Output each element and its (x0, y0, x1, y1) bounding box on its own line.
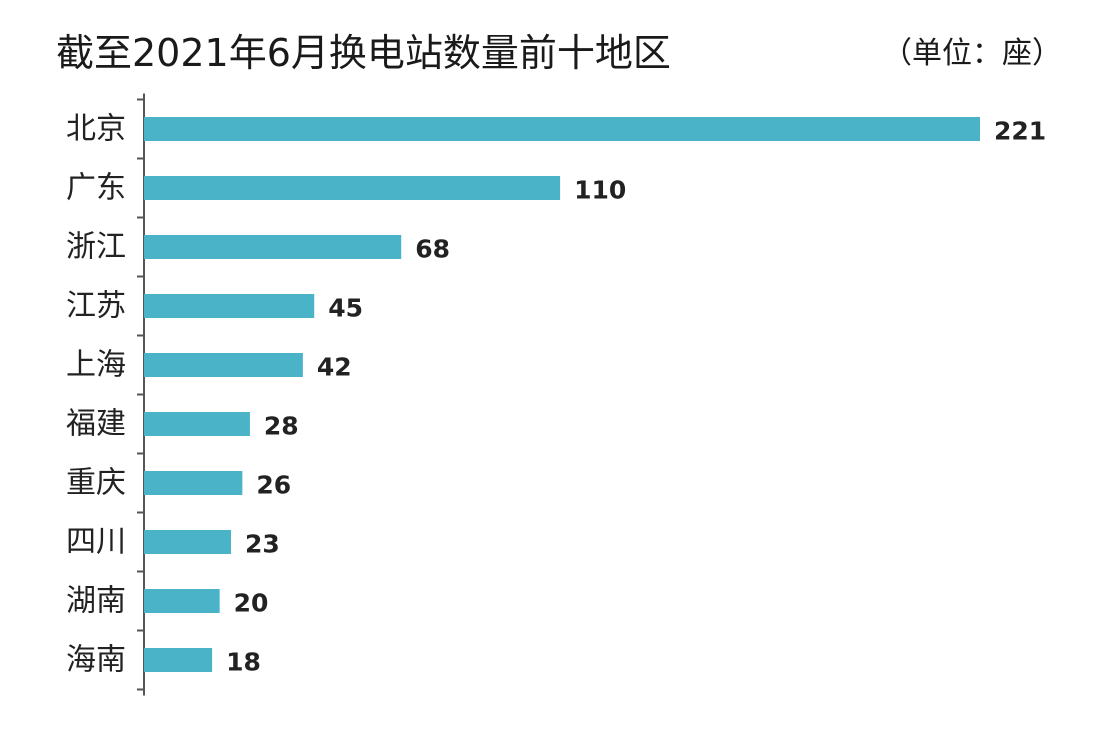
bar-5 (144, 412, 250, 436)
bar-1 (144, 176, 561, 200)
category-label: 福建 (66, 407, 126, 442)
bar-7 (144, 530, 232, 554)
bar-9 (144, 648, 213, 672)
category-label: 江苏 (66, 289, 126, 324)
value-label: 42 (317, 353, 352, 382)
value-label: 68 (415, 235, 450, 264)
bars (144, 117, 980, 672)
value-label: 110 (574, 176, 626, 205)
y-axis (137, 93, 145, 696)
value-label: 221 (994, 117, 1046, 146)
category-label: 广东 (66, 171, 126, 206)
value-label: 26 (256, 471, 291, 500)
category-label: 湖南 (66, 584, 126, 619)
bar-4 (144, 353, 303, 377)
bar-6 (144, 471, 243, 495)
category-label: 四川 (66, 525, 126, 560)
bar-3 (144, 294, 315, 318)
chart-title: 截至2021年6月换电站数量前十地区 (56, 31, 671, 75)
unit-label: （单位：座） (882, 36, 1062, 71)
bar-8 (144, 589, 220, 613)
category-label: 北京 (66, 112, 126, 147)
category-label: 上海 (66, 348, 126, 383)
value-labels: 221 110 68 45 42 28 26 23 20 18 (226, 117, 1046, 677)
category-label: 重庆 (66, 466, 126, 501)
value-label: 45 (328, 294, 363, 323)
value-label: 28 (264, 412, 299, 441)
category-label: 海南 (66, 643, 126, 678)
bar-2 (144, 235, 402, 259)
value-label: 20 (234, 589, 269, 618)
value-label: 18 (226, 648, 261, 677)
category-label: 浙江 (66, 230, 126, 265)
value-label: 23 (245, 530, 280, 559)
bar-0 (144, 117, 980, 141)
